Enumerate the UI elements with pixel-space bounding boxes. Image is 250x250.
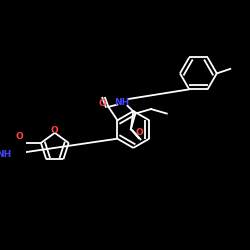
Text: O: O: [136, 128, 144, 137]
Text: O: O: [51, 126, 59, 135]
Text: NH: NH: [0, 150, 12, 159]
Text: O: O: [99, 99, 107, 108]
Text: O: O: [16, 132, 24, 141]
Text: NH: NH: [114, 98, 130, 107]
